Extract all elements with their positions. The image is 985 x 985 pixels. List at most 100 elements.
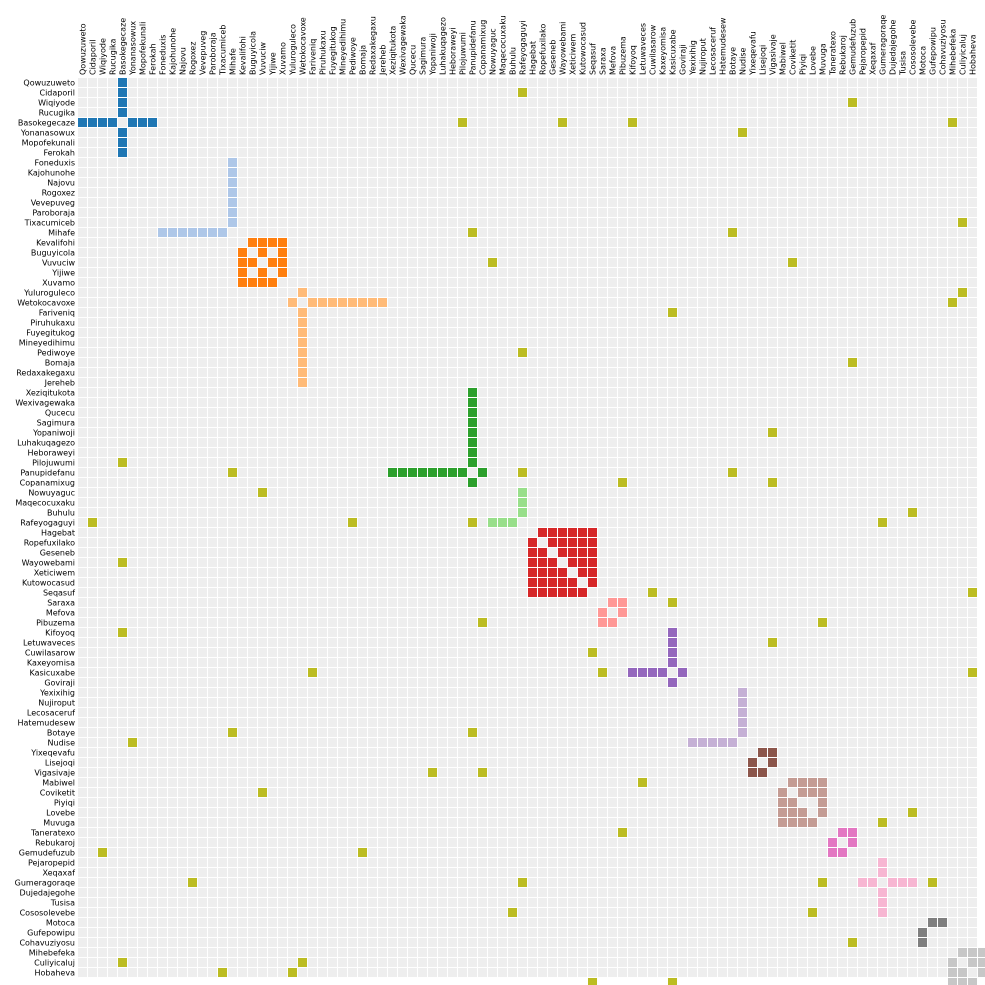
matrix-empty-cell xyxy=(758,568,767,577)
matrix-empty-cell xyxy=(228,318,237,327)
matrix-empty-cell xyxy=(378,308,387,317)
matrix-empty-cell xyxy=(778,98,787,107)
matrix-empty-cell xyxy=(568,128,577,137)
matrix-empty-cell xyxy=(748,328,757,337)
matrix-empty-cell xyxy=(788,228,797,237)
matrix-empty-cell xyxy=(328,308,337,317)
matrix-empty-cell xyxy=(328,358,337,367)
matrix-empty-cell xyxy=(278,428,287,437)
matrix-empty-cell xyxy=(228,348,237,357)
matrix-empty-cell xyxy=(558,498,567,507)
matrix-empty-cell xyxy=(658,528,667,537)
matrix-empty-cell xyxy=(938,208,947,217)
matrix-empty-cell xyxy=(588,208,597,217)
matrix-empty-cell xyxy=(338,168,347,177)
matrix-empty-cell xyxy=(218,328,227,337)
matrix-empty-cell xyxy=(88,508,97,517)
matrix-empty-cell xyxy=(228,128,237,137)
matrix-empty-cell xyxy=(508,78,517,87)
matrix-empty-cell xyxy=(358,218,367,227)
matrix-empty-cell xyxy=(868,358,877,367)
matrix-empty-cell xyxy=(358,118,367,127)
matrix-empty-cell xyxy=(148,618,157,627)
matrix-empty-cell xyxy=(918,108,927,117)
matrix-empty-cell xyxy=(498,218,507,227)
matrix-empty-cell xyxy=(428,118,437,127)
matrix-empty-cell xyxy=(908,588,917,597)
matrix-empty-cell xyxy=(458,608,467,617)
matrix-empty-cell xyxy=(128,98,137,107)
matrix-empty-cell xyxy=(318,438,327,447)
matrix-empty-cell xyxy=(958,428,967,437)
matrix-empty-cell xyxy=(778,608,787,617)
matrix-empty-cell xyxy=(818,368,827,377)
matrix-empty-cell xyxy=(298,448,307,457)
matrix-empty-cell xyxy=(388,388,397,397)
matrix-empty-cell xyxy=(518,528,527,537)
matrix-empty-cell xyxy=(718,358,727,367)
matrix-empty-cell xyxy=(578,338,587,347)
matrix-empty-cell xyxy=(368,118,377,127)
matrix-empty-cell xyxy=(858,438,867,447)
matrix-empty-cell xyxy=(508,248,517,257)
matrix-empty-cell xyxy=(698,338,707,347)
matrix-empty-cell xyxy=(388,628,397,637)
matrix-empty-cell xyxy=(268,158,277,167)
matrix-empty-cell xyxy=(188,248,197,257)
matrix-empty-cell xyxy=(788,118,797,127)
matrix-empty-cell xyxy=(258,88,267,97)
matrix-empty-cell xyxy=(698,218,707,227)
matrix-empty-cell xyxy=(398,588,407,597)
matrix-empty-cell xyxy=(178,358,187,367)
matrix-empty-cell xyxy=(618,188,627,197)
matrix-empty-cell xyxy=(828,258,837,267)
matrix-empty-cell xyxy=(308,618,317,627)
matrix-empty-cell xyxy=(668,108,677,117)
matrix-empty-cell xyxy=(238,588,247,597)
matrix-empty-cell xyxy=(258,218,267,227)
matrix-empty-cell xyxy=(678,108,687,117)
matrix-empty-cell xyxy=(248,468,257,477)
matrix-empty-cell xyxy=(748,148,757,157)
matrix-empty-cell xyxy=(748,498,757,507)
matrix-empty-cell xyxy=(448,168,457,177)
matrix-empty-cell xyxy=(308,488,317,497)
matrix-empty-cell xyxy=(878,228,887,237)
matrix-empty-cell xyxy=(738,608,747,617)
matrix-empty-cell xyxy=(758,418,767,427)
matrix-empty-cell xyxy=(738,118,747,127)
matrix-empty-cell xyxy=(138,148,147,157)
matrix-empty-cell xyxy=(778,88,787,97)
matrix-empty-cell xyxy=(348,228,357,237)
matrix-empty-cell xyxy=(398,448,407,457)
matrix-empty-cell xyxy=(848,178,857,187)
matrix-empty-cell xyxy=(968,298,977,307)
matrix-empty-cell xyxy=(448,248,457,257)
matrix-empty-cell xyxy=(158,608,167,617)
matrix-empty-cell xyxy=(788,358,797,367)
matrix-empty-cell xyxy=(168,598,177,607)
matrix-empty-cell xyxy=(498,448,507,457)
matrix-empty-cell xyxy=(148,468,157,477)
matrix-empty-cell xyxy=(528,298,537,307)
matrix-empty-cell xyxy=(688,258,697,267)
matrix-empty-cell xyxy=(968,498,977,507)
matrix-empty-cell xyxy=(678,138,687,147)
matrix-empty-cell xyxy=(118,158,127,167)
matrix-empty-cell xyxy=(118,208,127,217)
matrix-empty-cell xyxy=(838,138,847,147)
matrix-empty-cell xyxy=(848,138,857,147)
matrix-empty-cell xyxy=(148,308,157,317)
matrix-empty-cell xyxy=(98,358,107,367)
matrix-empty-cell xyxy=(478,228,487,237)
matrix-empty-cell xyxy=(558,288,567,297)
matrix-empty-cell xyxy=(518,98,527,107)
matrix-empty-cell xyxy=(168,98,177,107)
matrix-empty-cell xyxy=(288,198,297,207)
matrix-empty-cell xyxy=(268,578,277,587)
matrix-empty-cell xyxy=(798,598,807,607)
matrix-empty-cell xyxy=(948,368,957,377)
matrix-empty-cell xyxy=(968,578,977,587)
matrix-empty-cell xyxy=(718,548,727,557)
matrix-empty-cell xyxy=(278,578,287,587)
